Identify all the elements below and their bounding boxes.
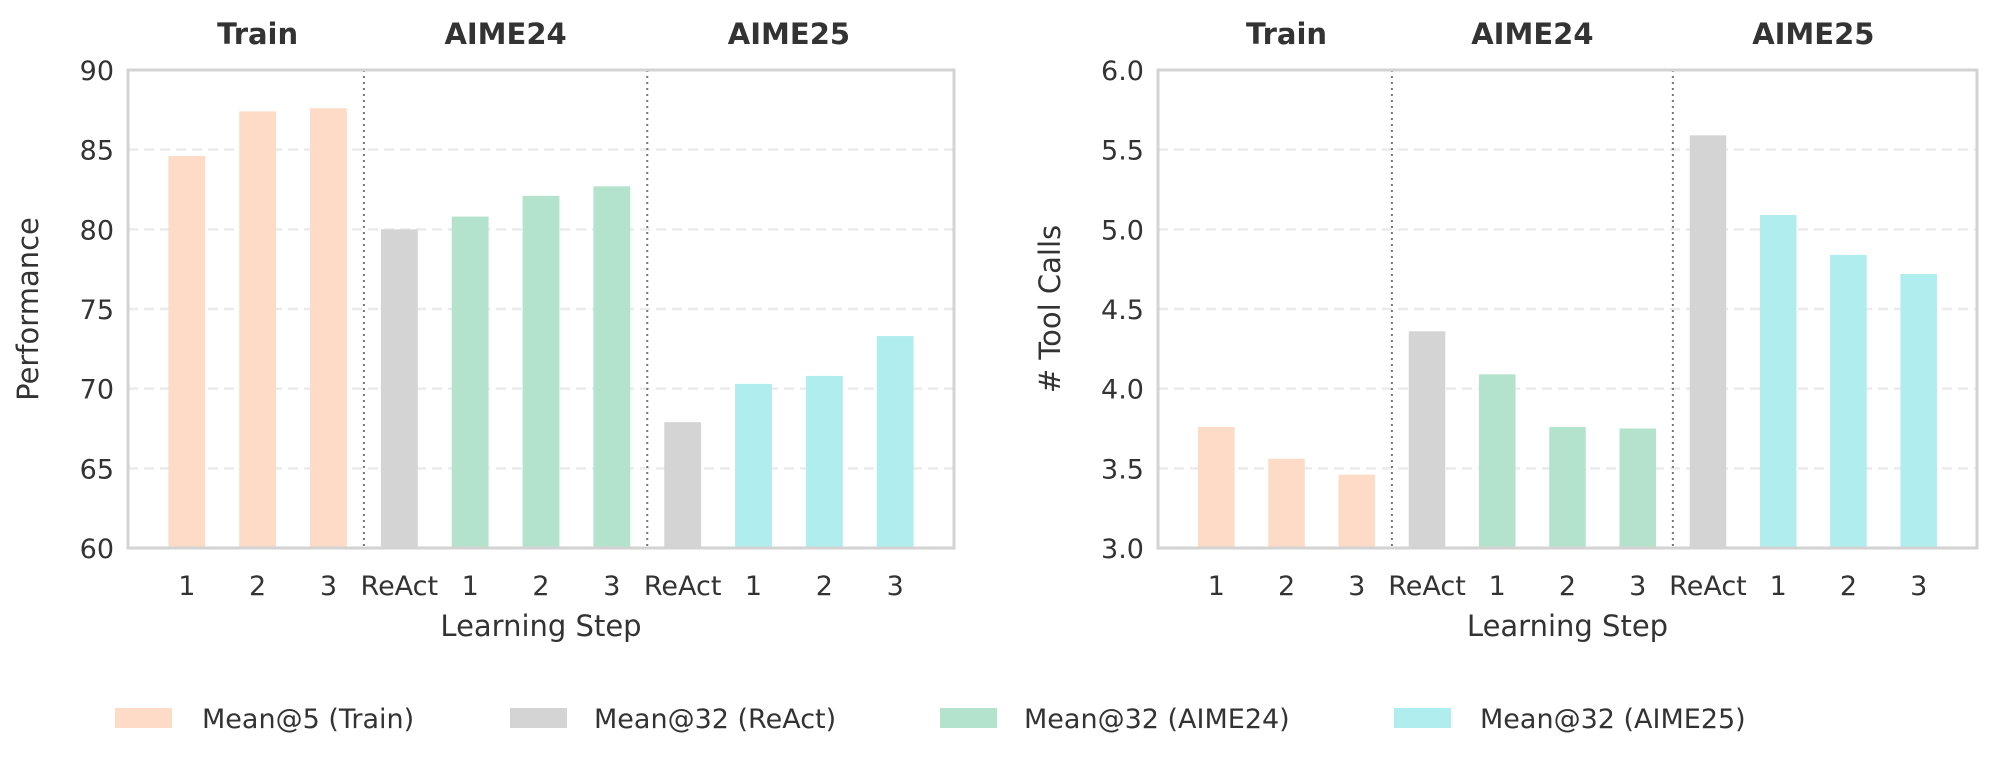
- bar: [805, 375, 843, 548]
- y-axis-label: Performance: [11, 217, 45, 401]
- x-tick-label: 2: [816, 571, 833, 602]
- x-tick-label: 3: [887, 571, 904, 602]
- x-tick-label: ReAct: [1388, 571, 1466, 602]
- group-title: Train: [1246, 17, 1327, 51]
- x-tick-label: ReAct: [1669, 571, 1747, 602]
- x-tick-label: 1: [745, 571, 762, 602]
- x-tick-label: 3: [1910, 571, 1927, 602]
- bar: [1689, 135, 1727, 548]
- bar: [593, 186, 631, 548]
- y-tick-label: 60: [80, 534, 114, 565]
- y-tick-label: 4.5: [1101, 295, 1144, 326]
- x-tick-label: 2: [249, 571, 266, 602]
- y-tick-label: 65: [80, 454, 114, 485]
- bar: [876, 336, 914, 548]
- x-tick-label: 3: [1629, 571, 1646, 602]
- legend-label-aime24: Mean@32 (AIME24): [1024, 704, 1290, 735]
- plot-frame: [1156, 68, 1979, 550]
- group-title: Train: [217, 17, 298, 51]
- y-tick-label: 4.0: [1101, 375, 1144, 406]
- legend-swatch-react: [510, 708, 567, 728]
- y-tick-label: 80: [80, 215, 114, 246]
- x-tick-label: ReAct: [644, 571, 722, 602]
- x-tick-label: 1: [1770, 571, 1787, 602]
- bar: [1549, 426, 1586, 548]
- x-tick-label: 2: [1278, 571, 1295, 602]
- chart-2: 3.0 3.5 4.0 4.5 5.0 5.5 6.0 1 2 3 ReAct 1 2 3 ReAct 1 2 3…: [1033, 17, 1979, 643]
- x-tick-label: 2: [1559, 571, 1576, 602]
- bar: [451, 216, 489, 548]
- legend-swatch-aime24: [940, 708, 997, 728]
- y-tick-label: 75: [80, 295, 114, 326]
- y-axis-label: # Tool Calls: [1033, 225, 1067, 393]
- y-tick-label: 85: [80, 136, 114, 167]
- x-axis-label: Learning Step: [440, 609, 641, 643]
- y-tick-label: 6.0: [1101, 56, 1144, 87]
- bar: [1830, 254, 1867, 548]
- legend-label-react: Mean@32 (ReAct): [594, 704, 836, 735]
- x-tick-label: 2: [532, 571, 549, 602]
- y-tick-label: 90: [80, 56, 114, 87]
- legend: Mean@5 (Train) Mean@32 (ReAct) Mean@32 (…: [115, 704, 1746, 735]
- x-tick-label: 2: [1840, 571, 1857, 602]
- x-tick-label: 1: [178, 571, 195, 602]
- bar: [1338, 474, 1376, 548]
- group-title: AIME25: [728, 17, 850, 51]
- x-tick-label: 1: [1489, 571, 1506, 602]
- legend-label-train: Mean@5 (Train): [202, 704, 414, 735]
- bar: [1619, 428, 1657, 548]
- y-tick-label: 70: [80, 375, 114, 406]
- y-tick-label: 3.5: [1101, 454, 1144, 485]
- x-tick-label: 3: [1348, 571, 1365, 602]
- bar: [1268, 458, 1305, 548]
- legend-swatch-train: [115, 708, 172, 728]
- x-tick-label: 1: [462, 571, 479, 602]
- bar: [239, 111, 277, 548]
- bar: [1900, 273, 1937, 548]
- bar: [168, 156, 206, 549]
- x-tick-label: 3: [603, 571, 620, 602]
- bar: [380, 229, 418, 549]
- x-axis-label: Learning Step: [1467, 609, 1668, 643]
- legend-label-aime25: Mean@32 (AIME25): [1480, 704, 1746, 735]
- y-tick-label: 5.5: [1101, 136, 1144, 167]
- bar: [1759, 214, 1797, 548]
- chart-1: 60 65 70 75 80 85 90 1 2 3 ReAct 1 2 3 ReAct 1 2 3 Train AI…: [11, 17, 956, 643]
- bar: [1408, 331, 1446, 548]
- bar: [1198, 426, 1235, 548]
- legend-swatch-aime25: [1394, 708, 1451, 728]
- x-tick-label: 3: [320, 571, 337, 602]
- bar: [310, 108, 347, 549]
- group-title: AIME24: [1471, 17, 1593, 51]
- x-tick-label: 1: [1208, 571, 1225, 602]
- bar: [664, 422, 702, 548]
- y-tick-label: 5.0: [1101, 215, 1144, 246]
- group-title: AIME24: [444, 17, 566, 51]
- bar: [522, 195, 560, 548]
- bar: [1478, 374, 1516, 548]
- bar: [735, 383, 772, 548]
- y-tick-label: 3.0: [1101, 534, 1144, 565]
- plot-frame: [126, 68, 956, 550]
- x-tick-label: ReAct: [361, 571, 439, 602]
- group-title: AIME25: [1752, 17, 1874, 51]
